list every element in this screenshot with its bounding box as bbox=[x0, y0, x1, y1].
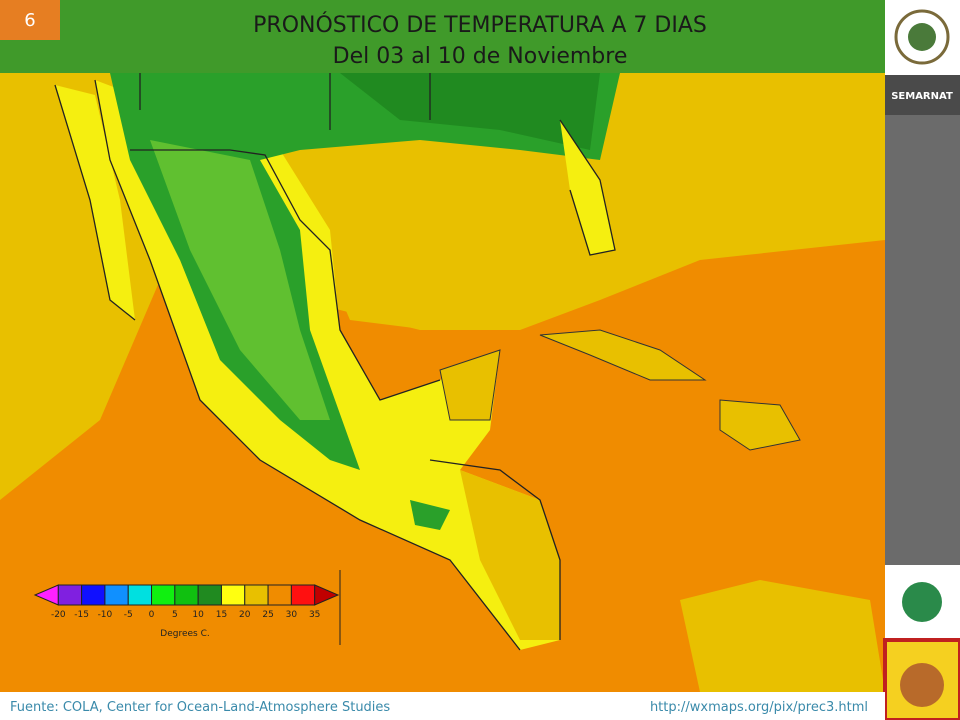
slide-number-box bbox=[0, 0, 60, 40]
legend-tick-label: 35 bbox=[309, 610, 320, 620]
legend-swatch bbox=[244, 584, 269, 606]
legend-tick-label: -10 bbox=[98, 610, 113, 620]
brand: SEMARNAT bbox=[891, 91, 953, 102]
temperature-map bbox=[0, 73, 885, 692]
header-bar bbox=[0, 0, 885, 73]
legend-swatch bbox=[174, 584, 199, 606]
source: Fuente: COLA, Center for Ocean-Land-Atmo… bbox=[10, 700, 390, 715]
brand-bar bbox=[885, 75, 960, 115]
legend-swatch bbox=[104, 584, 129, 606]
footer-bar bbox=[0, 692, 885, 720]
slide-number: 6 bbox=[24, 10, 35, 31]
legend-tick-label: 15 bbox=[216, 610, 227, 620]
emblem-center bbox=[908, 23, 936, 51]
legend-tick-label: 20 bbox=[239, 610, 251, 620]
legend-tick-label: 0 bbox=[149, 610, 155, 620]
legend-swatch bbox=[57, 584, 83, 606]
emblem bbox=[894, 9, 950, 65]
source-url: http://wxmaps.org/pix/prec3.html bbox=[650, 700, 868, 715]
legend-tick-label: 30 bbox=[286, 610, 298, 620]
legend-swatch bbox=[267, 584, 292, 606]
legend-tick-label: 25 bbox=[262, 610, 273, 620]
subtitle: Del 03 al 10 de Noviembre bbox=[333, 44, 628, 69]
legend-swatch bbox=[81, 584, 106, 606]
legend-arrow bbox=[314, 584, 340, 606]
legend-swatch bbox=[151, 584, 176, 606]
legend-tick-label: -20 bbox=[51, 610, 66, 620]
color-legend: Degrees C. -20 -15 -10 -5 0 5 10 15 20 25 30 35 bbox=[33, 570, 341, 645]
legend-swatch bbox=[290, 584, 316, 606]
legend-unit: Degrees C. bbox=[160, 629, 209, 639]
conafor-logo bbox=[902, 582, 942, 622]
legend-swatch bbox=[220, 584, 246, 606]
legend-tick-label: -5 bbox=[124, 610, 133, 620]
legend-tick-label: 10 bbox=[192, 610, 204, 620]
mascot bbox=[900, 663, 944, 707]
legend-tick-label: -15 bbox=[74, 610, 89, 620]
legend-swatch bbox=[197, 584, 222, 606]
legend-swatch bbox=[127, 584, 153, 606]
title: PRONÓSTICO DE TEMPERATURA A 7 DIAS bbox=[253, 12, 707, 38]
legend-tick-label: 5 bbox=[172, 610, 178, 620]
